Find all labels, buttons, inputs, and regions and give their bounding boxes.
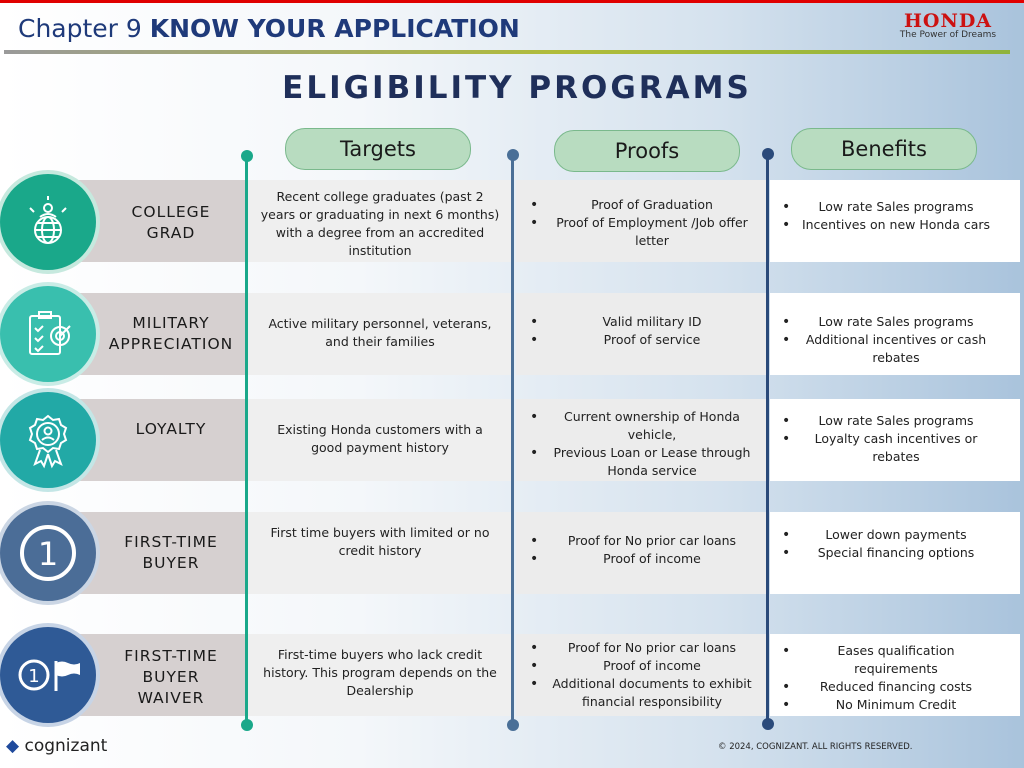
program-name-line: FIRST-TIME (124, 533, 218, 551)
page-title: ELIGIBILITY PROGRAMS (282, 70, 752, 106)
benefits-list: Low rate Sales programsLoyalty cash ince… (782, 412, 992, 466)
row-name-band (70, 512, 246, 594)
award-ribbon-icon (0, 392, 96, 488)
row-name-band (70, 180, 246, 262)
target-text: First-time buyers who lack credit histor… (263, 647, 497, 698)
proofs-line-dot-top (507, 149, 519, 161)
header-divider (4, 50, 1010, 54)
svg-text:1: 1 (28, 666, 39, 687)
benefit-item: Additional incentives or cash rebates (782, 331, 992, 367)
proof-item: Proof of Graduation (530, 196, 756, 214)
proof-item: Current ownership of Honda vehicle, (530, 408, 756, 444)
proof-item: Proof of service (530, 331, 756, 349)
benefit-item: Low rate Sales programs (782, 198, 992, 216)
number-one-icon: 1 (0, 505, 96, 601)
program-name-line: FIRST-TIME (124, 647, 218, 665)
program-row: FIRST-TIME BUYER First time buyers with li… (0, 512, 1024, 594)
program-row: MILITARY APPRECIATION Active military pers… (0, 293, 1024, 375)
proof-item: Previous Loan or Lease through Honda ser… (530, 444, 756, 480)
benefits-list: Low rate Sales programsIncentives on new… (782, 198, 992, 234)
program-name: MILITARY APPRECIATION (100, 313, 242, 355)
honda-brand: HONDA The Power of Dreams (888, 10, 1008, 40)
program-row: FIRST-TIME BUYER WAIVER First-time buyers w… (0, 634, 1024, 716)
program-name-line: BUYER (142, 668, 200, 686)
proofs-list: Proof for No prior car loansProof of inc… (530, 639, 756, 711)
program-name: LOYALTY (100, 419, 242, 440)
chapter-title: KNOW YOUR APPLICATION (149, 14, 520, 43)
target-text: First time buyers with limited or no cre… (270, 525, 490, 558)
number-one-flag-icon: 1 (0, 627, 96, 723)
program-name-line: WAIVER (137, 689, 205, 707)
program-row: LOYALTY Existing Honda customers with a g… (0, 399, 1024, 481)
column-header-proofs: Proofs (554, 130, 740, 172)
row-name-band (70, 634, 246, 716)
chapter-prefix: Chapter 9 (18, 14, 142, 43)
clipboard-target-icon (0, 286, 96, 382)
proofs-list: Proof of GraduationProof of Employment /… (530, 196, 756, 250)
benefits-list: Lower down paymentsSpecial financing opt… (782, 526, 992, 562)
proof-item: Proof of Employment /Job offer letter (530, 214, 756, 250)
proofs-list: Valid military IDProof of service (530, 313, 756, 349)
company-name: cognizant (24, 736, 108, 756)
proof-item: Additional documents to exhibit financia… (530, 675, 756, 711)
benefit-item: No Minimum Credit (782, 696, 992, 714)
benefits-divider-line (766, 155, 769, 725)
proof-item: Valid military ID (530, 313, 756, 331)
benefit-item: Eases qualification requirements (782, 642, 992, 678)
program-name: FIRST-TIME BUYER (100, 532, 242, 574)
targets-line-dot-bottom (241, 719, 253, 731)
svg-text:1: 1 (38, 535, 58, 573)
graduate-globe-icon (0, 174, 96, 270)
benefit-item: Low rate Sales programs (782, 412, 992, 430)
program-name-line: APPRECIATION (108, 335, 234, 353)
benefit-item: Loyalty cash incentives or rebates (782, 430, 992, 466)
top-accent-bar (0, 0, 1024, 3)
row-target-band (248, 293, 512, 375)
program-name: COLLEGE GRAD (100, 202, 242, 244)
row-target-band (248, 512, 512, 594)
row-name-band (70, 293, 246, 375)
program-name: FIRST-TIME BUYER WAIVER (100, 646, 242, 709)
proofs-list: Current ownership of Honda vehicle,Previ… (530, 408, 756, 480)
targets-divider-line (245, 155, 248, 725)
program-name-line: LOYALTY (135, 420, 207, 438)
benefits-list: Eases qualification requirementsReduced … (782, 642, 992, 714)
row-target-band (248, 399, 512, 481)
benefit-item: Low rate Sales programs (782, 313, 992, 331)
target-text: Active military personnel, veterans, and… (268, 316, 492, 349)
program-name-line: BUYER (142, 554, 200, 572)
row-target-band (248, 634, 512, 716)
copyright: © 2024, COGNIZANT. ALL RIGHTS RESERVED. (718, 742, 913, 752)
cognizant-logo: ◆ cognizant (6, 736, 108, 756)
chapter-heading: Chapter 9 KNOW YOUR APPLICATION (18, 14, 520, 43)
proofs-list: Proof for No prior car loansProof of inc… (530, 532, 756, 568)
honda-tagline: The Power of Dreams (899, 30, 997, 40)
targets-line-dot-top (241, 150, 253, 162)
benefit-item: Lower down payments (782, 526, 992, 544)
honda-logo: HONDA (903, 10, 993, 32)
proof-item: Proof for No prior car loans (530, 532, 756, 550)
program-name-line: GRAD (146, 224, 196, 242)
target-text: Recent college graduates (past 2 years o… (260, 189, 500, 258)
program-name-line: MILITARY (132, 314, 210, 332)
benefit-item: Reduced financing costs (782, 678, 992, 696)
proofs-divider-line (511, 155, 514, 725)
benefits-list: Low rate Sales programsAdditional incent… (782, 313, 992, 367)
proofs-line-dot-bottom (507, 719, 519, 731)
proof-item: Proof of income (530, 550, 756, 568)
benefits-line-dot-top (762, 148, 774, 160)
target-text: Existing Honda customers with a good pay… (277, 422, 483, 455)
benefit-item: Incentives on new Honda cars (782, 216, 992, 234)
proof-item: Proof for No prior car loans (530, 639, 756, 657)
column-header-benefits: Benefits (791, 128, 977, 170)
benefit-item: Special financing options (782, 544, 992, 562)
row-target-band (248, 180, 512, 262)
benefits-line-dot-bottom (762, 718, 774, 730)
program-row: COLLEGE GRAD Recent college graduates (pas… (0, 180, 1024, 262)
proof-item: Proof of income (530, 657, 756, 675)
column-header-targets: Targets (285, 128, 471, 170)
program-name-line: COLLEGE (131, 203, 211, 221)
row-name-band (70, 399, 246, 481)
